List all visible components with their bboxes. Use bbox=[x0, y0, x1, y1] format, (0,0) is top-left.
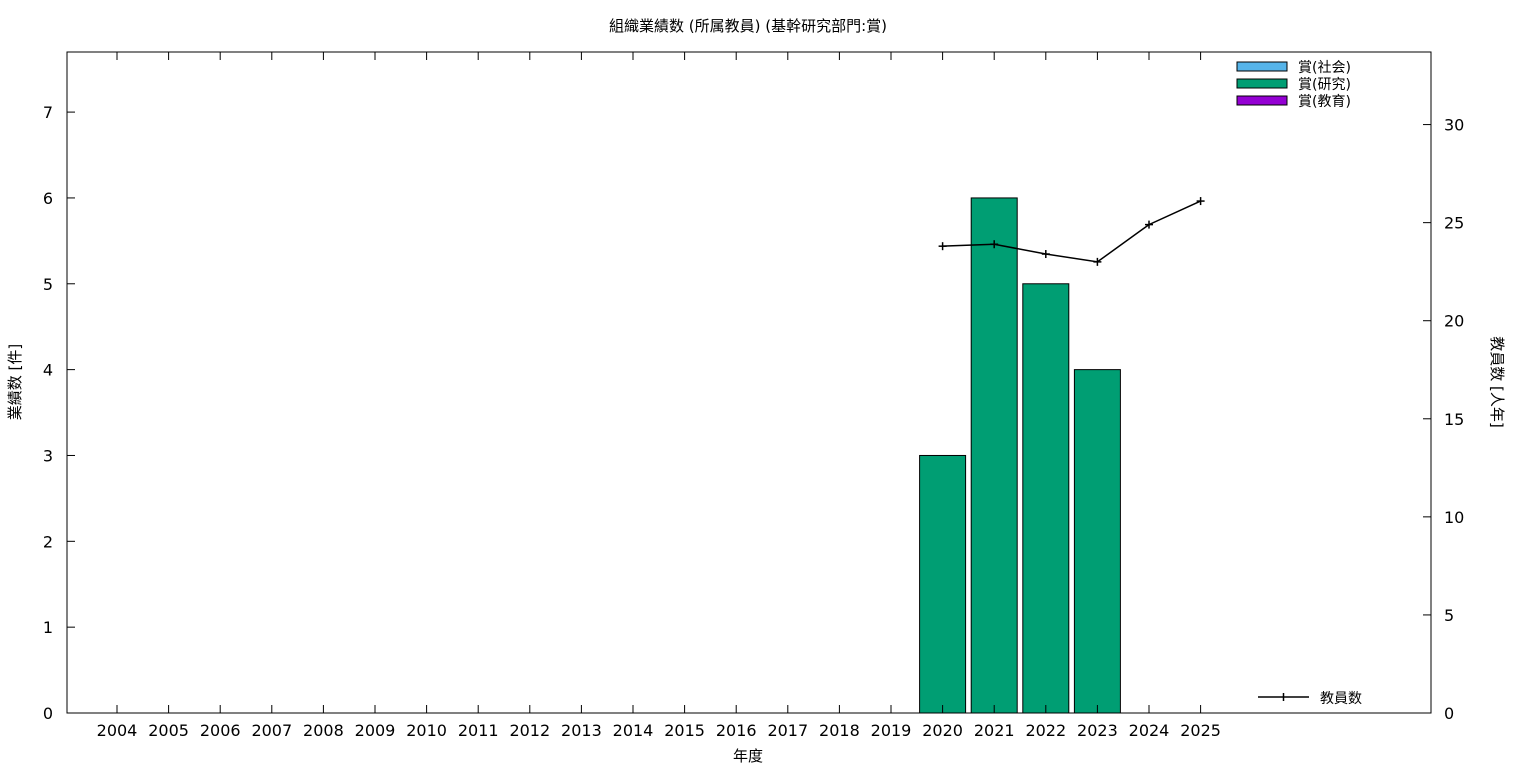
y2-tick-label-5: 5 bbox=[1444, 606, 1454, 625]
line-faculty-count bbox=[942, 200, 1201, 263]
legend-label-1: 賞(研究) bbox=[1298, 77, 1351, 93]
bar-2022-1 bbox=[1022, 283, 1070, 714]
x-axis-label: 年度 bbox=[733, 747, 763, 765]
line-point-2022 bbox=[1041, 250, 1050, 259]
x-tick-label-2019: 2019 bbox=[871, 721, 912, 740]
x-tick-label-2022: 2022 bbox=[1025, 721, 1066, 740]
bar-2021-1 bbox=[970, 197, 1018, 714]
y-tick-label-7: 7 bbox=[43, 103, 53, 122]
x-tick-label-2024: 2024 bbox=[1129, 721, 1170, 740]
y-axis: 0 1 2 3 4 5 6 7 bbox=[43, 103, 75, 723]
bar-2023-1 bbox=[1073, 369, 1121, 714]
y-tick-label-5: 5 bbox=[43, 275, 53, 294]
x-tick-label-2012: 2012 bbox=[509, 721, 550, 740]
x-tick-label-2023: 2023 bbox=[1077, 721, 1118, 740]
x-tick-label-2016: 2016 bbox=[716, 721, 757, 740]
x-tick-label-2006: 2006 bbox=[200, 721, 241, 740]
x-tick-label-2025: 2025 bbox=[1180, 721, 1221, 740]
x-tick-label-2005: 2005 bbox=[148, 721, 189, 740]
y2-tick-label-25: 25 bbox=[1444, 214, 1464, 233]
y2-tick-label-10: 10 bbox=[1444, 508, 1464, 527]
y2-tick-label-30: 30 bbox=[1444, 116, 1464, 135]
line-point-2021 bbox=[990, 240, 999, 249]
legend-label-2: 賞(教育) bbox=[1298, 94, 1351, 110]
x-tick-label-2021: 2021 bbox=[974, 721, 1015, 740]
x-tick-label-2011: 2011 bbox=[458, 721, 499, 740]
x-tick-label-2017: 2017 bbox=[767, 721, 808, 740]
y-tick-label-1: 1 bbox=[43, 618, 53, 637]
x-tick-label-2009: 2009 bbox=[355, 721, 396, 740]
line-point-2020 bbox=[938, 242, 947, 251]
legend: 賞(社会)賞(研究)賞(教育) bbox=[1236, 60, 1351, 110]
x-tick-label-2010: 2010 bbox=[406, 721, 447, 740]
legend-swatch-0 bbox=[1236, 61, 1288, 72]
line-layer bbox=[938, 197, 1205, 266]
bar-2020-1 bbox=[919, 454, 967, 714]
x-tick-label-2014: 2014 bbox=[613, 721, 654, 740]
y-tick-label-6: 6 bbox=[43, 189, 53, 208]
legend-swatch-1 bbox=[1236, 78, 1288, 89]
y2-tick-label-20: 20 bbox=[1444, 312, 1464, 331]
y-tick-label-4: 4 bbox=[43, 361, 53, 380]
x-tick-label-2015: 2015 bbox=[664, 721, 705, 740]
line-point-2025 bbox=[1196, 197, 1205, 206]
y-axis-label: 業績数 [件] bbox=[6, 344, 24, 420]
y2-axis-label: 教員数 [人年] bbox=[1488, 336, 1506, 427]
x-tick-label-2008: 2008 bbox=[303, 721, 344, 740]
x-axis: 2004 2005 2006 2007 2008 2009 2010 2011 2012 2013… bbox=[97, 52, 1221, 740]
line-legend: 教員数 bbox=[1258, 691, 1362, 707]
x-tick-label-2007: 2007 bbox=[251, 721, 292, 740]
line-point-2023 bbox=[1093, 257, 1102, 266]
line-point-2024 bbox=[1145, 220, 1153, 229]
legend-line-label: 教員数 bbox=[1320, 691, 1362, 707]
y-tick-label-2: 2 bbox=[43, 532, 53, 551]
y-tick-label-3: 3 bbox=[43, 446, 53, 465]
bars-layer bbox=[919, 197, 1121, 714]
x-tick-label-2013: 2013 bbox=[561, 721, 602, 740]
y-tick-label-0: 0 bbox=[43, 704, 53, 723]
y2-axis: 0 5 10 15 20 25 30 bbox=[1423, 116, 1464, 723]
y2-tick-label-15: 15 bbox=[1444, 410, 1464, 429]
x-tick-label-2018: 2018 bbox=[819, 721, 860, 740]
plot-frame bbox=[66, 51, 1432, 714]
x-tick-label-2004: 2004 bbox=[97, 721, 138, 740]
y2-tick-label-0: 0 bbox=[1444, 704, 1454, 723]
chart-title: 組織業績数 (所属教員) (基幹研究部門:賞) bbox=[609, 17, 887, 35]
x-tick-label-2020: 2020 bbox=[922, 721, 963, 740]
legend-label-0: 賞(社会) bbox=[1298, 60, 1351, 76]
legend-swatch-2 bbox=[1236, 95, 1288, 106]
